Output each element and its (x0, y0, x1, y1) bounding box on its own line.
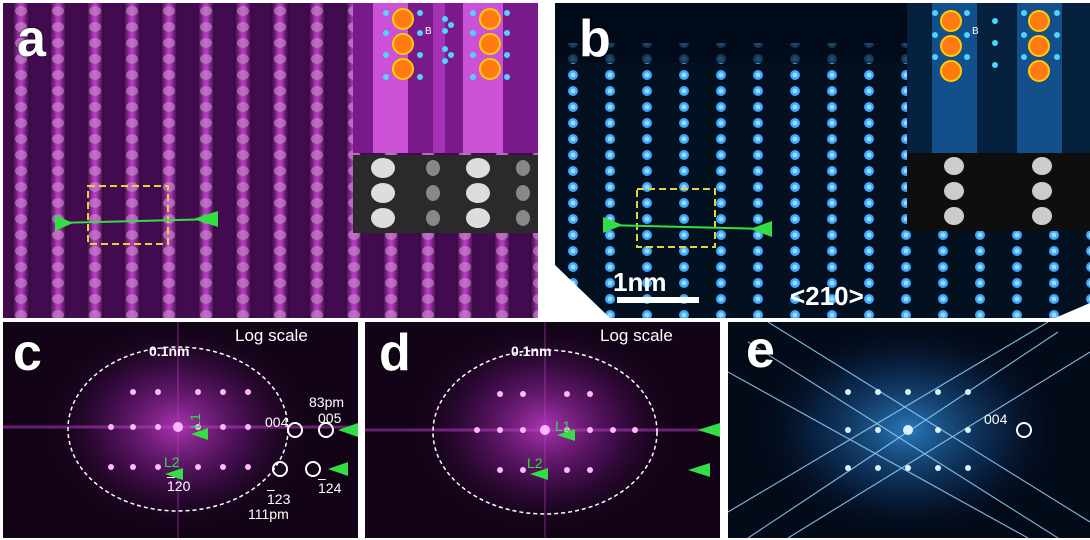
panel-c-label-l1: L1 (186, 413, 203, 429)
panel-d-arrow-l1-icon (557, 429, 575, 441)
panel-c-diffractogram (3, 322, 358, 538)
panel-b-label: b (579, 10, 611, 68)
panel-c-spot-124 (305, 461, 321, 477)
panel-c-distance-83pm: 83pm (309, 394, 345, 410)
panel-c-label-120: 120 (167, 478, 191, 494)
panel-c-label: c (13, 324, 42, 382)
panel-c-spot-123 (272, 461, 288, 477)
panel-a-structure-inset: La B (353, 3, 538, 233)
panel-a-right-arrow-icon (193, 211, 218, 227)
panel-d-arrow-top-icon (698, 423, 720, 437)
panel-c-distance-111pm: 111pm (248, 506, 289, 522)
panel-b-structure-inset: La B (907, 3, 1090, 231)
panel-a-profile-line (54, 218, 219, 224)
panel-d-log-scale-note: Log scale (600, 326, 673, 345)
panel-d-label-l1: L1 (555, 418, 571, 434)
panel-b-simulation-inset (907, 153, 1090, 231)
panel-b-b-atom-label: B (972, 26, 979, 37)
panel-b-annotations (602, 188, 772, 303)
panel-b-right-arrow-icon (750, 221, 772, 237)
panel-c-label-124: 124 (318, 480, 342, 496)
panel-d-label: d (379, 324, 411, 382)
panel-b-scale-bar (617, 297, 699, 303)
panel-d-arrow-l2-icon (530, 468, 548, 480)
panel-b-profile-line (602, 224, 771, 230)
panel-a-annotations (54, 185, 219, 245)
panel-b-selection-box (636, 188, 716, 248)
panel-a-b-atom-label: B (425, 26, 432, 37)
panel-d-label-l2: L2 (527, 455, 543, 471)
panel-c-fft: Log scale 0.1nm 83pm 005 004 L1 L2 120 1… (3, 322, 358, 538)
panel-e-spot-004 (1016, 422, 1032, 438)
panel-c-label-005: 005 (318, 410, 342, 426)
panel-c-label-l2: L2 (164, 454, 180, 470)
panel-c-spot-005 (318, 422, 334, 438)
panel-e-label-004: 004 (984, 411, 1008, 427)
panel-d-arrow-bottom-icon (688, 463, 710, 477)
panel-c-arrow-l2-icon (165, 468, 183, 480)
panel-c-label-004: 004 (265, 414, 289, 430)
panel-d-fft: Log scale 0.1nm L1 L2 d (365, 322, 720, 538)
panel-c-arrow-005-icon (338, 423, 358, 437)
panel-d-resolution-ring (432, 349, 658, 515)
panel-b-zone-axis: <210> (790, 281, 864, 311)
panel-b-corner-right (1055, 303, 1090, 318)
panel-a-left-arrow-icon (55, 215, 73, 231)
panel-a-atom-model (383, 8, 510, 80)
panel-a-label: a (17, 10, 46, 68)
panel-c-spot-004 (287, 422, 303, 438)
panel-d-diffractogram (365, 322, 720, 538)
panel-d-ring-label: 0.1nm (511, 343, 552, 359)
panel-b-scale-bar-label: 1nm (613, 267, 667, 297)
panel-a-selection-box (87, 185, 169, 245)
panel-b-atom-model (932, 10, 1060, 82)
panel-a-simulation-inset (353, 155, 538, 233)
panel-c-ring-label: 0.1nm (149, 343, 190, 359)
panel-c-log-scale-note: Log scale (235, 326, 308, 345)
panel-b-left-arrow-icon (603, 217, 623, 233)
panel-b-corner-left (555, 265, 610, 318)
panel-e-fft: 004 e (728, 322, 1090, 538)
panel-b-abf-image: La B (555, 3, 1090, 318)
panel-c-label-123: 123 (267, 491, 291, 507)
panel-e-diffractogram (728, 322, 1090, 538)
panel-c-arrow-l1-icon (191, 428, 208, 440)
panel-c-arrow-124-icon (328, 462, 348, 476)
panel-e-label: e (746, 322, 775, 379)
panel-a-haadf-image: La B (3, 3, 538, 318)
